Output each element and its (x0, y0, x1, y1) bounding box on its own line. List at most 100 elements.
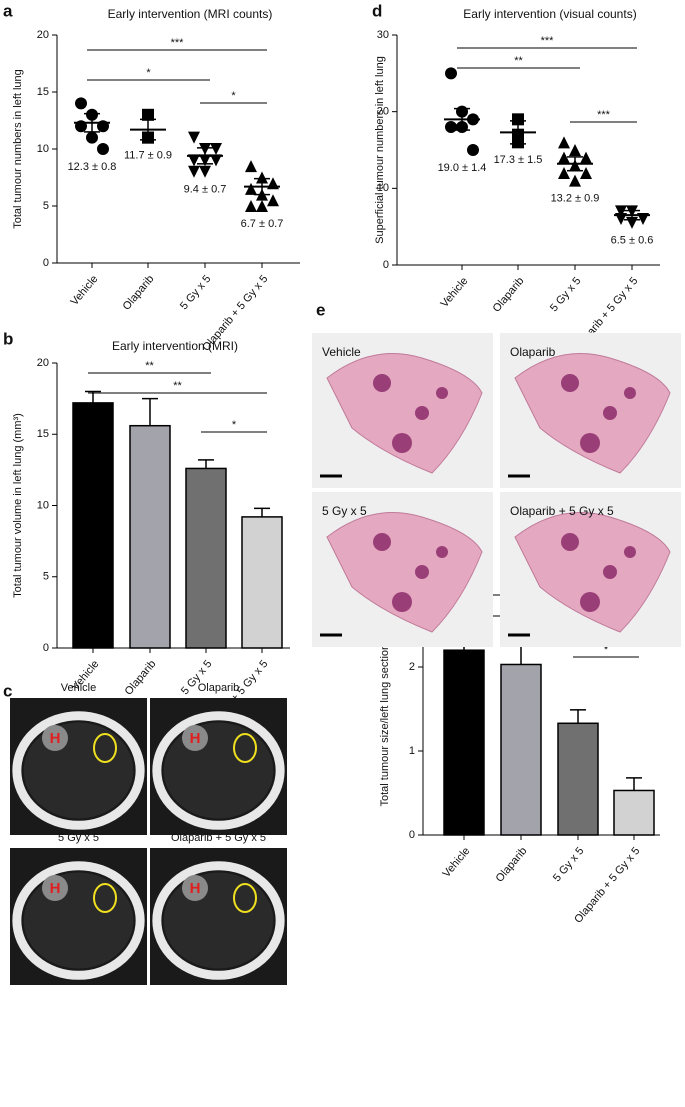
data-point (245, 200, 257, 212)
panel-letter: b (3, 329, 13, 348)
value-label: 6.5 ± 0.6 (611, 235, 654, 247)
value-label: 17.3 ± 1.5 (494, 154, 543, 166)
y-tick-label: 15 (37, 428, 49, 440)
y-tick-label: 5 (43, 200, 49, 212)
y-tick-label: 2 (409, 661, 415, 673)
y-axis-label: Total tumour size/left lung section (mm²… (379, 611, 391, 806)
significance-label: * (604, 644, 609, 656)
x-tick-label: 5 Gy x 5 (178, 273, 214, 312)
tumour-circle (233, 883, 257, 913)
lung-section (326, 353, 483, 474)
data-point (210, 154, 222, 167)
heart-marker: H (50, 880, 61, 897)
body-outline (12, 711, 145, 830)
significance-label: * (232, 419, 237, 431)
tumour (436, 546, 448, 558)
significance-label: ** (173, 380, 182, 392)
bar (557, 722, 599, 836)
data-point (267, 194, 279, 207)
image-label: Olaparib + 5 Gy x 5 (510, 504, 614, 518)
chart-title: Early intervention (visual counts) (463, 7, 636, 21)
tumour (392, 592, 412, 612)
tumour (624, 387, 636, 399)
y-tick-label: 20 (37, 29, 49, 41)
y-tick-label: 0 (43, 257, 49, 269)
tumour (603, 406, 617, 420)
tumour (580, 433, 600, 453)
x-tick-label: Vehicle (69, 273, 101, 308)
data-point (188, 154, 200, 167)
value-label: 12.3 ± 0.8 (68, 161, 117, 173)
y-tick-label: 30 (377, 29, 389, 41)
y-tick-label: 10 (37, 499, 49, 511)
y-tick-label: 10 (377, 182, 389, 194)
body-outline (152, 861, 285, 980)
y-tick-label: 0 (43, 642, 49, 654)
data-point (558, 136, 570, 149)
y-tick-label: 20 (37, 357, 49, 369)
body-outline (152, 711, 285, 830)
tumour-circle (93, 883, 117, 913)
significance-label: *** (171, 37, 185, 49)
y-tick-label: 1 (409, 745, 415, 757)
data-point (245, 182, 257, 195)
data-point (445, 67, 457, 80)
significance-label: ** (514, 55, 523, 67)
tumour (392, 433, 412, 453)
x-tick-label: Vehicle (441, 845, 473, 880)
bar (613, 789, 655, 836)
image-label: Olaparib (510, 345, 556, 359)
heart (42, 875, 68, 901)
body-outline (12, 861, 145, 980)
data-point (256, 171, 268, 184)
y-tick-label: 5 (43, 571, 49, 583)
data-point (569, 144, 581, 156)
lung-section (326, 512, 483, 633)
y-tick-label: 15 (37, 86, 49, 98)
bar (241, 516, 283, 649)
x-tick-label: 5 Gy x 5 (548, 275, 584, 314)
image-label: Vehicle (61, 682, 96, 694)
data-point (569, 174, 581, 187)
bar (185, 467, 227, 649)
y-tick-label: 20 (377, 106, 389, 118)
bar (129, 424, 171, 649)
data-point (210, 143, 222, 155)
body-interior (23, 722, 134, 819)
bar (443, 649, 485, 836)
tumour (373, 533, 391, 551)
panel-letter: c (3, 681, 12, 700)
value-label: 19.0 ± 1.4 (438, 162, 487, 174)
image-label: Vehicle (322, 345, 361, 359)
x-tick-label: Olaparib (123, 658, 159, 698)
data-point (188, 131, 200, 144)
tumour (436, 387, 448, 399)
significance-label: ** (145, 360, 154, 372)
data-point (256, 200, 268, 212)
tumour (373, 374, 391, 392)
lung-section (514, 353, 671, 474)
value-label: 13.2 ± 0.9 (551, 193, 600, 205)
data-point (142, 108, 154, 121)
heart-marker: H (190, 730, 201, 747)
tumour-circle (233, 733, 257, 763)
body-interior (163, 872, 274, 969)
panel-letter: a (3, 1, 13, 20)
data-point (97, 143, 109, 155)
data-point (188, 165, 200, 178)
bar (500, 663, 542, 836)
tumour (580, 592, 600, 612)
tumour (561, 374, 579, 392)
tumour (561, 533, 579, 551)
y-axis-label: Total tumour numbers in left lung (12, 69, 24, 229)
body-interior (23, 872, 134, 969)
tumour (415, 406, 429, 420)
value-label: 9.4 ± 0.7 (184, 184, 227, 196)
data-point (245, 160, 257, 173)
data-point (86, 131, 98, 144)
heart-marker: H (50, 730, 61, 747)
bar (72, 402, 114, 649)
image-label: Olaparib (198, 682, 240, 694)
tumour (415, 565, 429, 579)
